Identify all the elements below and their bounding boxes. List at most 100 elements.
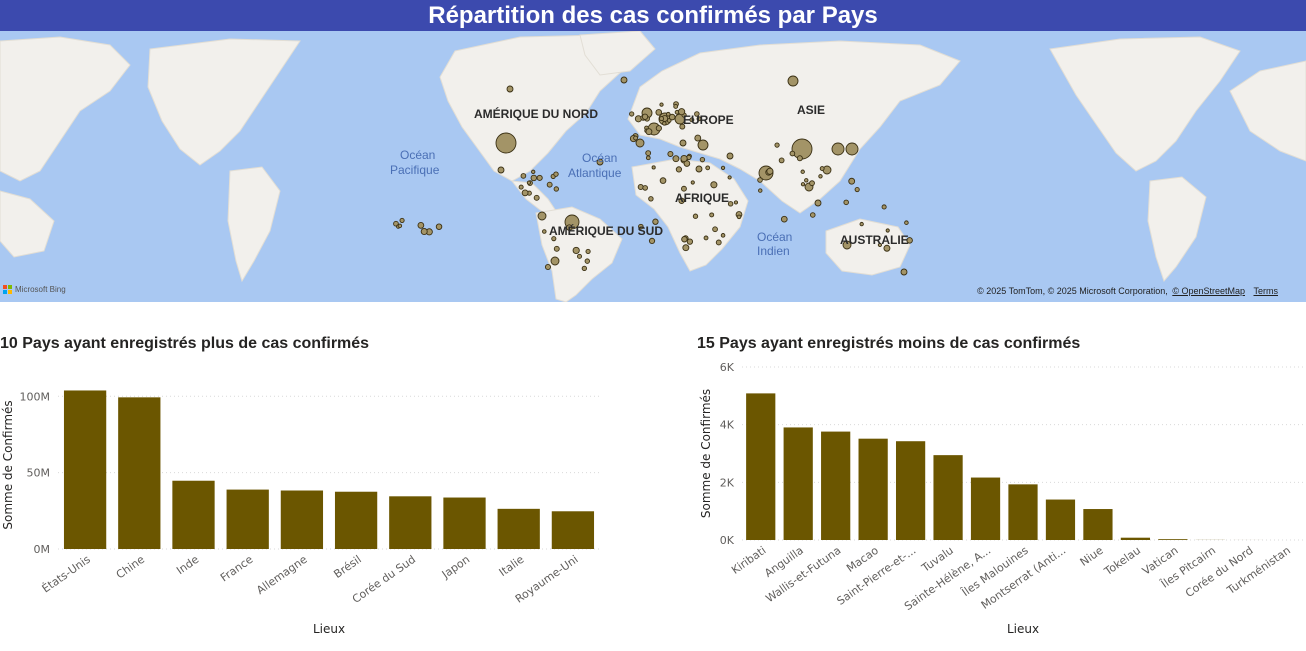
bar[interactable] [746,393,775,540]
bar[interactable] [1008,484,1037,540]
country-bubble[interactable] [797,156,802,161]
country-bubble[interactable] [781,216,787,222]
country-bubble[interactable] [538,212,546,220]
country-bubble[interactable] [682,236,688,242]
country-bubble[interactable] [621,77,627,83]
country-bubble[interactable] [801,183,804,186]
country-bubble[interactable] [418,222,424,228]
country-bubble[interactable] [687,239,692,244]
country-bubble[interactable] [673,156,679,162]
bar[interactable] [227,490,269,549]
country-bubble[interactable] [398,224,402,228]
country-bubble[interactable] [573,247,579,253]
country-bubble[interactable] [844,200,849,205]
country-bubble[interactable] [547,182,552,187]
bar[interactable] [443,498,485,549]
world-bubble-map[interactable]: AMÉRIQUE DU NORD EUROPE ASIE AFRIQUE AMÉ… [0,31,1306,302]
country-bubble[interactable] [905,221,909,225]
country-bubble[interactable] [901,269,907,275]
bar[interactable] [64,390,106,549]
bar[interactable] [821,432,850,540]
bar[interactable] [281,491,323,549]
country-bubble[interactable] [727,153,733,159]
country-bubble[interactable] [545,264,550,269]
country-bubble[interactable] [586,249,590,253]
country-bubble[interactable] [737,215,741,219]
country-bubble[interactable] [656,110,662,116]
country-bubble[interactable] [728,176,731,179]
country-bubble[interactable] [700,157,704,161]
bar[interactable] [784,427,813,540]
country-bubble[interactable] [554,246,559,251]
bar[interactable] [859,439,888,540]
country-bubble[interactable] [710,213,714,217]
bar[interactable] [118,397,160,549]
bar[interactable] [1158,539,1187,540]
country-bubble[interactable] [775,143,779,147]
country-bubble[interactable] [716,240,721,245]
country-bubble[interactable] [532,170,535,173]
bar[interactable] [1046,500,1075,540]
country-bubble[interactable] [660,178,666,184]
country-bubble[interactable] [801,170,804,173]
country-bubble[interactable] [521,174,526,179]
bar[interactable] [1121,538,1150,540]
country-bubble[interactable] [649,197,654,202]
country-bubble[interactable] [522,190,528,196]
country-bubble[interactable] [585,259,590,264]
country-bubble[interactable] [855,187,859,191]
country-bubble[interactable] [537,175,542,180]
country-bubble[interactable] [634,136,638,140]
country-bubble[interactable] [400,218,404,222]
country-bubble[interactable] [652,166,655,169]
country-bubble[interactable] [646,151,651,156]
country-bubble[interactable] [758,189,762,193]
country-bubble[interactable] [646,129,652,135]
country-bubble[interactable] [551,257,559,265]
country-bubble[interactable] [643,186,648,191]
country-bubble[interactable] [792,139,812,159]
country-bubble[interactable] [554,172,558,176]
country-bubble[interactable] [507,86,513,92]
bar[interactable] [933,455,962,540]
country-bubble[interactable] [696,166,702,172]
country-bubble[interactable] [810,181,815,186]
country-bubble[interactable] [691,181,694,184]
country-bubble[interactable] [421,228,427,234]
country-bubble[interactable] [819,175,822,178]
country-bubble[interactable] [820,167,824,171]
country-bubble[interactable] [554,187,558,191]
country-bubble[interactable] [734,201,737,204]
country-bubble[interactable] [542,230,546,234]
bar[interactable] [172,481,214,549]
country-bubble[interactable] [805,179,808,182]
country-bubble[interactable] [849,178,855,184]
country-bubble[interactable] [498,167,504,173]
country-bubble[interactable] [577,254,581,258]
country-bubble[interactable] [728,202,733,207]
country-bubble[interactable] [674,104,678,108]
country-bubble[interactable] [711,182,717,188]
country-bubble[interactable] [519,185,523,189]
country-bubble[interactable] [832,143,844,155]
country-bubble[interactable] [663,122,667,126]
country-bubble[interactable] [527,181,530,184]
country-bubble[interactable] [767,168,773,174]
openstreetmap-link[interactable]: © OpenStreetMap [1172,286,1245,296]
country-bubble[interactable] [436,224,442,230]
bar[interactable] [971,478,1000,540]
bar[interactable] [896,441,925,540]
country-bubble[interactable] [788,76,798,86]
country-bubble[interactable] [860,222,863,225]
country-bubble[interactable] [660,117,664,121]
country-bubble[interactable] [668,151,673,156]
bar[interactable] [498,509,540,549]
country-bubble[interactable] [721,166,724,169]
country-bubble[interactable] [779,158,784,163]
country-bubble[interactable] [649,238,654,243]
country-bubble[interactable] [496,133,516,153]
country-bubble[interactable] [815,200,821,206]
country-bubble[interactable] [680,140,686,146]
country-bubble[interactable] [693,214,697,218]
